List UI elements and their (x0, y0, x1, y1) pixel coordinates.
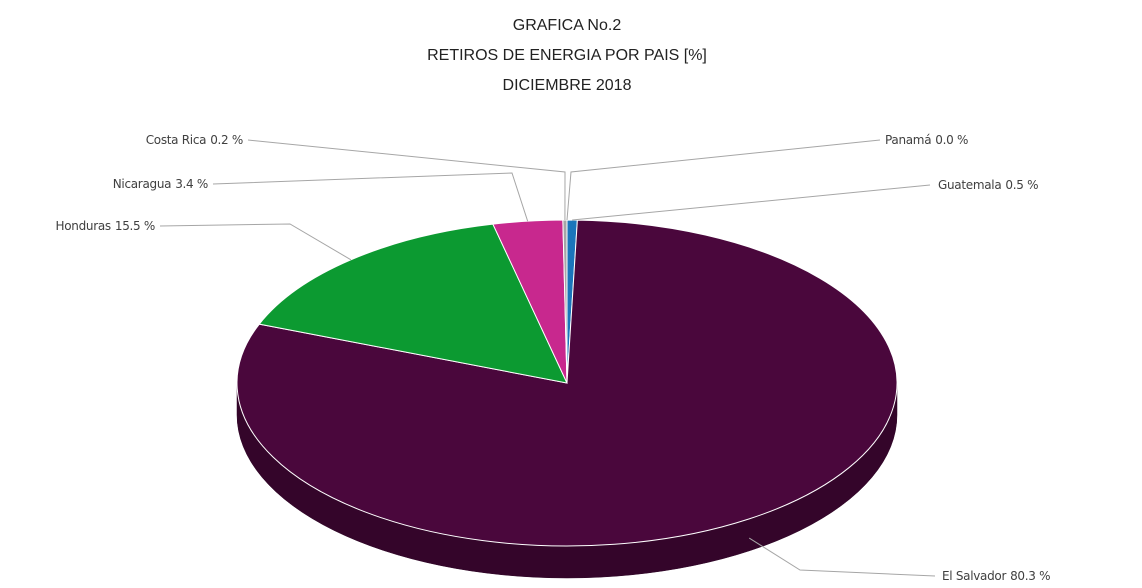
label-name: Costa Rica (146, 133, 206, 147)
data-label: Costa Rica 0.2 % (146, 133, 243, 147)
label-name: El Salvador (942, 569, 1006, 583)
label-value: 80.3 % (1010, 569, 1050, 583)
data-label: Panamá 0.0 % (885, 133, 968, 147)
data-label: Nicaragua 3.4 % (113, 177, 208, 191)
chart-title: DICIEMBRE 2018 (503, 77, 632, 94)
chart-title: RETIROS DE ENERGIA POR PAIS [%] (427, 47, 707, 64)
leader-line (159, 223, 352, 261)
leader-line (247, 139, 566, 221)
label-name: Panamá (885, 133, 931, 147)
label-value: 0.5 % (1005, 178, 1038, 192)
label-name: Honduras (56, 219, 111, 233)
label-name: Guatemala (938, 178, 1001, 192)
label-value: 15.5 % (115, 219, 155, 233)
leader-line (212, 172, 529, 222)
data-label: El Salvador 80.3 % (942, 569, 1050, 583)
leader-line (748, 537, 936, 577)
leader-line (572, 184, 931, 221)
data-label: Guatemala 0.5 % (938, 178, 1038, 192)
label-value: 3.4 % (175, 177, 208, 191)
data-label: Honduras 15.5 % (56, 219, 155, 233)
leader-line (566, 139, 881, 221)
chart-title: GRAFICA No.2 (513, 17, 622, 34)
label-name: Nicaragua (113, 177, 171, 191)
label-value: 0.0 % (935, 133, 968, 147)
label-value: 0.2 % (210, 133, 243, 147)
